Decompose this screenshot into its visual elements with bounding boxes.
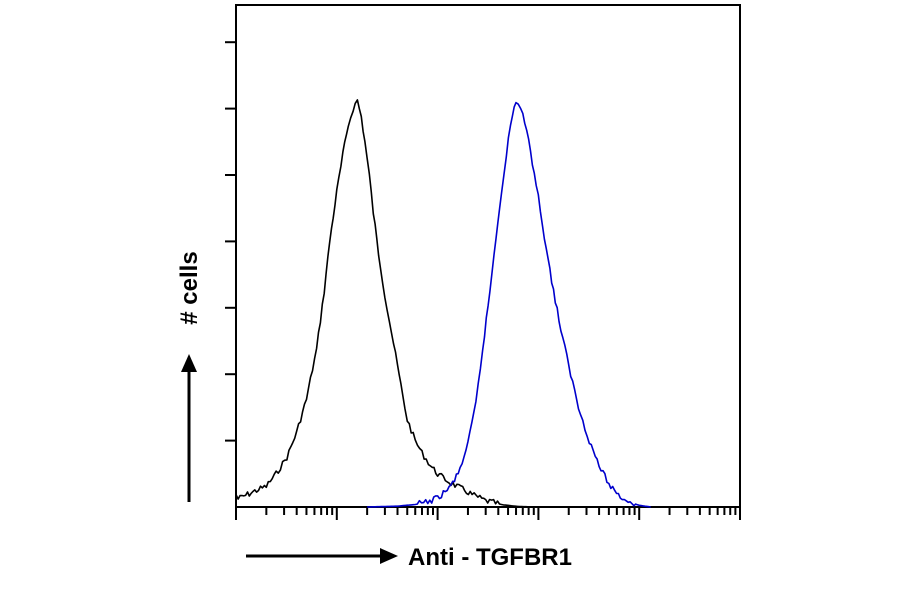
- y-axis-arrow-head: [181, 354, 197, 372]
- x-axis-title: Anti - TGFBR1: [408, 544, 572, 571]
- series-layer: [235, 99, 651, 508]
- y-axis-ticks: [225, 41, 236, 442]
- histogram-series-1: [235, 99, 539, 508]
- plot-frame: [235, 4, 741, 508]
- x-axis-arrow-head: [380, 548, 398, 564]
- histogram-series-2: [367, 101, 651, 508]
- x-axis-ticks: [235, 507, 741, 520]
- y-axis-title: # cells: [176, 251, 203, 324]
